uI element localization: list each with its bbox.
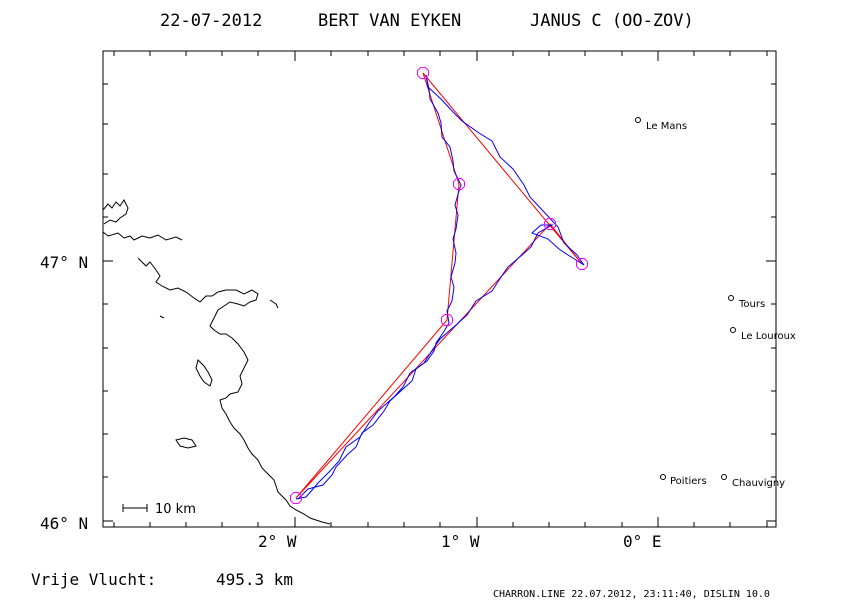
coastline <box>102 199 331 525</box>
town-label: Poitiers <box>670 476 707 487</box>
turnpoint-marker <box>417 67 429 79</box>
flight-date: 22-07-2012 <box>160 11 262 31</box>
island-noirmoutier <box>195 359 213 387</box>
town-label: Le Mans <box>646 121 687 132</box>
distance-value: 495.3 km <box>216 570 293 589</box>
town-poitiers: Poitiers <box>660 474 707 487</box>
town-label: Tours <box>738 299 765 310</box>
distance-label: Vrije Vlucht: <box>31 570 156 589</box>
turnpoint-marker <box>290 492 302 504</box>
scale-bar-label: 10 km <box>155 502 196 517</box>
town-marker <box>730 327 736 333</box>
credit-line: CHARRON.LINE 22.07.2012, 23:11:40, DISLI… <box>493 589 770 600</box>
lon-label-0e: 0° E <box>623 532 662 551</box>
turnpoint-marker <box>544 218 556 230</box>
town-le-louroux: Le Louroux <box>730 327 796 342</box>
town-label: Le Louroux <box>741 331 796 342</box>
lat-label-47: 47° N <box>40 253 88 272</box>
town-marker <box>660 474 666 480</box>
towns: Le Mans Tours Le Louroux Poitiers Chauvigny <box>635 117 796 489</box>
town-tours: Tours <box>728 295 765 310</box>
town-chauvigny: Chauvigny <box>721 474 785 489</box>
town-label: Chauvigny <box>732 478 785 489</box>
town-marker <box>635 117 641 123</box>
town-marker <box>728 295 734 301</box>
turnpoints <box>290 67 588 504</box>
lat-label-46: 46° N <box>40 514 88 533</box>
scale-bar <box>122 504 148 512</box>
task-line <box>295 72 583 499</box>
gps-track <box>295 74 585 500</box>
coastline-inlet <box>269 299 279 309</box>
turnpoint-marker <box>576 258 588 270</box>
turnpoint-marker <box>441 314 453 326</box>
coastline-islet <box>159 315 165 319</box>
town-marker <box>721 474 727 480</box>
lon-label-1w: 1° W <box>441 532 480 551</box>
pilot-name: BERT VAN EYKEN <box>318 11 461 31</box>
turnpoint-marker <box>453 178 465 190</box>
glider-name: JANUS C (OO-ZOV) <box>530 11 694 31</box>
island-yeu <box>175 437 197 449</box>
lon-label-2w: 2° W <box>258 532 297 551</box>
town-le-mans: Le Mans <box>635 117 687 132</box>
coastline-main <box>102 231 331 525</box>
axis-ticks <box>103 51 776 527</box>
coastline-north <box>102 199 129 225</box>
